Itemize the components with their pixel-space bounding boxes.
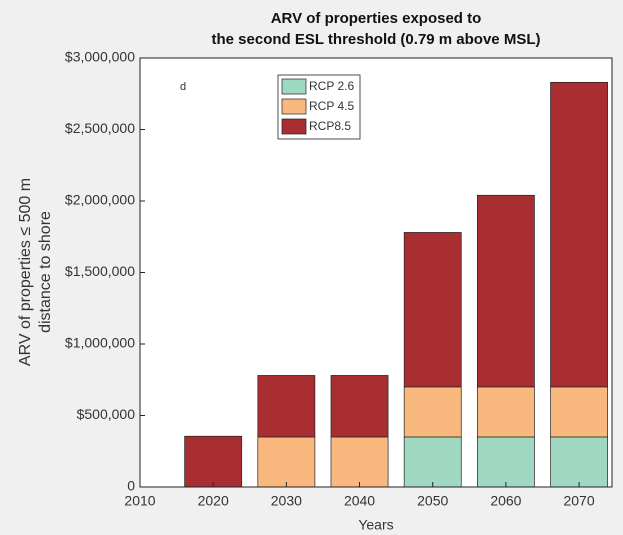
x-tick-label: 2030	[271, 493, 302, 509]
x-tick-label: 2060	[490, 493, 521, 509]
bar-segment	[550, 386, 608, 438]
legend-swatch	[281, 118, 307, 135]
bar-segment	[330, 375, 389, 438]
x-tick-label: 2050	[417, 493, 448, 509]
y-tick-label: $500,000	[77, 406, 136, 422]
y-tick-label: 0	[127, 478, 135, 494]
y-tick-label: $3,000,000	[65, 49, 135, 65]
chart-title: the second ESL threshold (0.79 m above M…	[212, 31, 541, 48]
bar-segment	[184, 435, 243, 488]
bar-segment	[550, 81, 608, 388]
bar-segment	[477, 194, 535, 388]
y-tick-label: $1,500,000	[65, 263, 135, 279]
x-tick-label: 2070	[563, 493, 594, 509]
x-tick-label: 2010	[124, 493, 155, 509]
bar-segment	[477, 386, 535, 438]
y-tick-label: $2,500,000	[65, 120, 135, 136]
legend-label: RCP8.5	[309, 119, 351, 133]
bar-segment	[403, 232, 462, 388]
bar-segment	[330, 436, 389, 488]
bar-segment	[477, 436, 535, 488]
legend-swatch	[281, 78, 307, 95]
bar-segment	[403, 436, 462, 488]
x-tick-label: 2040	[344, 493, 375, 509]
bar-segment	[550, 436, 608, 488]
y-tick-label: $2,000,000	[65, 192, 135, 208]
annotation: d	[180, 81, 186, 93]
bar-segment	[257, 375, 316, 438]
bar-segment	[257, 436, 316, 488]
legend-label: RCP 4.5	[309, 99, 354, 113]
legend-label: RCP 2.6	[309, 79, 354, 93]
chart-title: ARV of properties exposed to	[271, 10, 482, 27]
y-axis-label: ARV of properties ≤ 500 m	[17, 178, 34, 366]
legend-swatch	[281, 98, 307, 115]
bar-segment	[403, 386, 462, 438]
y-tick-label: $1,000,000	[65, 335, 135, 351]
x-tick-label: 2020	[198, 493, 229, 509]
x-axis-label: Years	[358, 517, 393, 533]
y-axis-label: distance to shore	[37, 211, 54, 333]
